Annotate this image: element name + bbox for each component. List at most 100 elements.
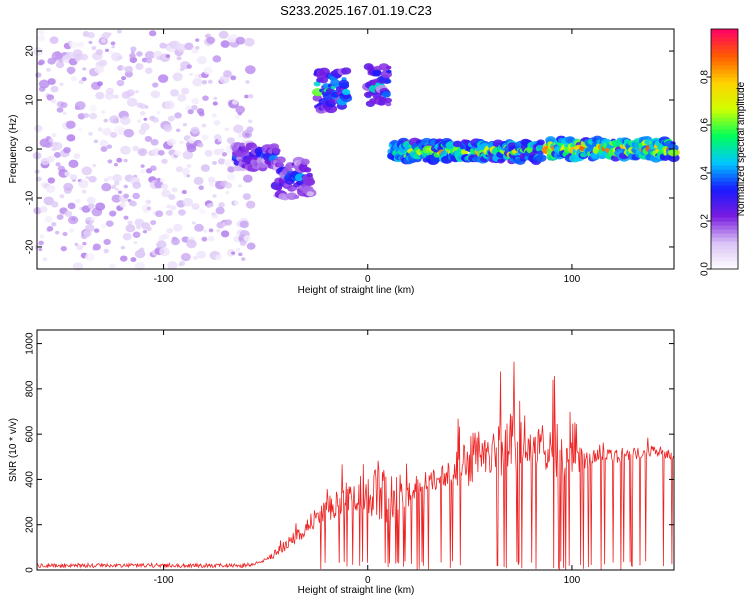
heatmap-cell [386, 69, 392, 74]
heatmap-cell [117, 190, 123, 194]
heatmap-cell [195, 45, 200, 50]
heatmap-cell [235, 105, 245, 114]
heatmap-cell [82, 241, 87, 246]
heatmap-cell [126, 89, 135, 97]
heatmap-cell [190, 126, 200, 135]
heatmap-cell [145, 57, 153, 64]
heatmap-cell [142, 229, 148, 234]
heatmap-cell [82, 67, 87, 71]
heatmap-cell [112, 173, 123, 183]
heatmap-cell [107, 159, 113, 164]
colorbar-step [711, 145, 738, 150]
heatmap-cell [208, 202, 214, 208]
heatmap-cell [130, 257, 137, 263]
heatmap-cell [83, 113, 90, 118]
heatmap-cell [93, 228, 100, 233]
heatmap-cell [81, 76, 87, 82]
heatmap-cell [300, 158, 310, 166]
colorbar-step [711, 221, 738, 226]
colorbar-step [711, 65, 738, 70]
colorbar-step [711, 37, 738, 42]
heatmap-cell [85, 224, 95, 232]
heatmap-cell [189, 72, 194, 76]
heatmap-cell [166, 138, 176, 146]
heatmap-cell [110, 41, 116, 46]
heatmap-cell [248, 119, 253, 124]
heatmap-cell [111, 184, 117, 190]
heatmap-cell [77, 113, 86, 120]
colorbar-step [711, 141, 738, 146]
colorbar-step [711, 89, 738, 94]
heatmap-cell [51, 51, 63, 61]
heatmap-cell [176, 43, 187, 52]
heatmap-cell [107, 32, 112, 36]
heatmap-cell [130, 200, 137, 207]
heatmap-cell [168, 194, 176, 201]
heatmap-cell [62, 111, 67, 116]
heatmap-cell [123, 158, 128, 163]
heatmap-cell [65, 51, 74, 59]
colorbar-step [711, 233, 738, 238]
heatmap-cell [157, 149, 165, 156]
heatmap-cell [150, 138, 159, 146]
heatmap-cell [178, 209, 186, 216]
heatmap-cell [111, 45, 116, 49]
heatmap-cell [184, 42, 194, 51]
heatmap-cell [68, 70, 73, 75]
heatmap-cell [34, 124, 43, 133]
heatmap-y-tick-label: 10 [25, 94, 36, 106]
heatmap-cell [318, 76, 329, 84]
heatmap-cell [197, 142, 204, 148]
heatmap-cell [172, 72, 183, 82]
heatmap-cell [537, 144, 545, 149]
heatmap-cell [50, 85, 59, 93]
heatmap-cell [217, 158, 226, 165]
heatmap-cell [221, 152, 228, 157]
heatmap-cell [68, 159, 79, 168]
heatmap-cell [243, 235, 252, 242]
heatmap-cell [328, 98, 337, 105]
colorbar-step [711, 181, 738, 186]
heatmap-cell [384, 78, 392, 84]
heatmap-cell [71, 217, 76, 221]
heatmap-cell [54, 230, 60, 235]
heatmap-cell [235, 247, 241, 252]
snr-y-tick-label: 600 [25, 425, 36, 442]
heatmap-cell [181, 168, 191, 176]
colorbar-step [711, 77, 738, 82]
heatmap-cell [38, 59, 45, 65]
colorbar-step [711, 69, 738, 74]
heatmap-cell [50, 201, 59, 208]
heatmap-y-axis-title: Frequency (Hz) [8, 115, 19, 184]
heatmap-cell [59, 82, 64, 87]
heatmap-cell [185, 105, 192, 111]
heatmap-cell [69, 41, 78, 49]
heatmap-cell [165, 209, 173, 216]
heatmap-cell [107, 175, 113, 181]
colorbar-step [711, 29, 738, 34]
snr-plot-frame [36, 329, 675, 571]
heatmap-cell [146, 206, 151, 211]
heatmap-cell [38, 240, 44, 246]
heatmap-cell [72, 49, 83, 58]
colorbar-step [711, 85, 738, 90]
colorbar-step [711, 185, 738, 190]
heatmap-cell [211, 113, 217, 118]
colorbar-step [711, 153, 738, 158]
heatmap-cell [216, 228, 221, 233]
heatmap-cell [74, 242, 79, 246]
snr-x-tick-label: 0 [365, 575, 371, 586]
colorbar-step [711, 249, 738, 254]
heatmap-cell [175, 166, 184, 173]
heatmap-cell [127, 220, 133, 225]
heatmap-cell [123, 128, 135, 138]
heatmap-cell [51, 221, 57, 227]
colorbar-tick-label: 0.4 [700, 166, 711, 180]
heatmap-cell [93, 139, 99, 144]
heatmap-cell [37, 35, 46, 42]
heatmap-cell [76, 244, 84, 251]
heatmap-cell [203, 66, 213, 75]
heatmap-cell [244, 65, 256, 75]
heatmap-cell [177, 93, 187, 102]
heatmap-cell [372, 69, 382, 77]
